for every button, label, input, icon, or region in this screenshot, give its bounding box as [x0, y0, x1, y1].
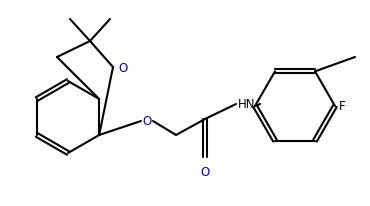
Text: O: O: [201, 165, 210, 178]
Text: O: O: [142, 115, 152, 128]
Text: F: F: [339, 100, 346, 113]
Text: HN: HN: [238, 98, 256, 111]
Text: O: O: [118, 62, 127, 75]
